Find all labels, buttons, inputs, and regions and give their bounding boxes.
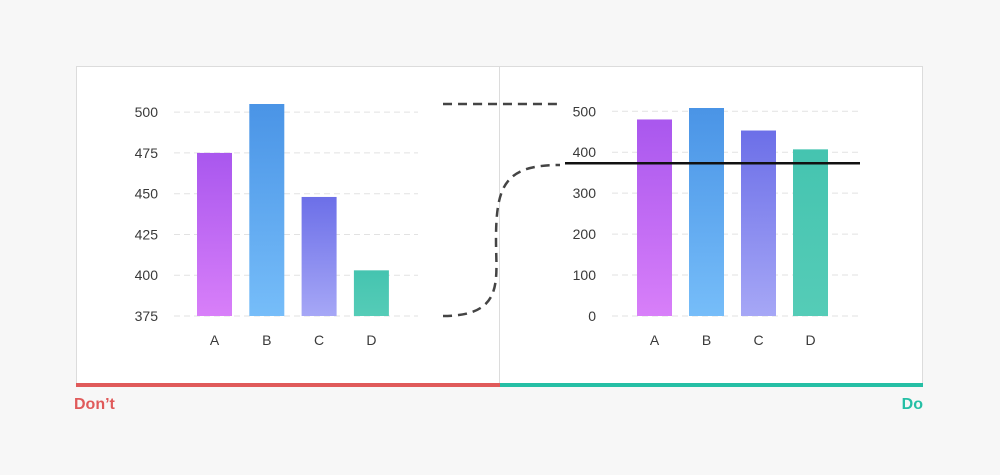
dont-indicator-bar [76,383,500,387]
panel-divider [499,66,500,384]
do-y-tick-label: 100 [573,267,597,283]
do-y-tick-label: 500 [573,103,597,119]
dont-y-tick-label: 450 [135,186,159,202]
do-bar-D [793,149,828,316]
dont-bar-A [197,152,232,316]
dont-label: Don’t [74,396,115,413]
dont-y-tick-label: 475 [135,145,159,161]
chart-dont: 375 400 425 450 475 500 A B C D [135,104,418,348]
do-category-label-D: D [805,332,815,348]
do-y-tick-label: 400 [573,144,597,160]
dont-category-label-C: C [314,332,324,348]
dont-y-tick-label: 375 [135,308,159,324]
dont-bar-C [301,196,337,316]
dont-bar-D [353,270,389,316]
dont-y-tick-label: 500 [135,104,159,120]
dont-category-label-D: D [366,332,376,348]
do-y-tick-label: 300 [573,185,597,201]
dont-category-label-B: B [262,332,271,348]
do-bar-B [689,108,724,316]
dont-bar-B [249,104,285,316]
do-bar-C [741,130,776,316]
do-indicator-bar [500,383,923,387]
do-category-label-A: A [650,332,660,348]
chart-do: 0 100 200 300 400 500 A B C D [565,103,860,348]
axis-connectors [442,102,561,318]
do-y-tick-label: 0 [588,308,596,324]
connector-bottom [442,163,561,318]
do-category-label-C: C [753,332,763,348]
do-category-label-B: B [702,332,711,348]
do-bar-A [637,119,672,316]
do-label: Do [901,396,923,413]
do-y-tick-label: 200 [573,226,597,242]
dont-y-tick-label: 400 [135,267,159,283]
dont-category-label-A: A [210,332,220,348]
dont-y-tick-label: 425 [135,226,159,242]
